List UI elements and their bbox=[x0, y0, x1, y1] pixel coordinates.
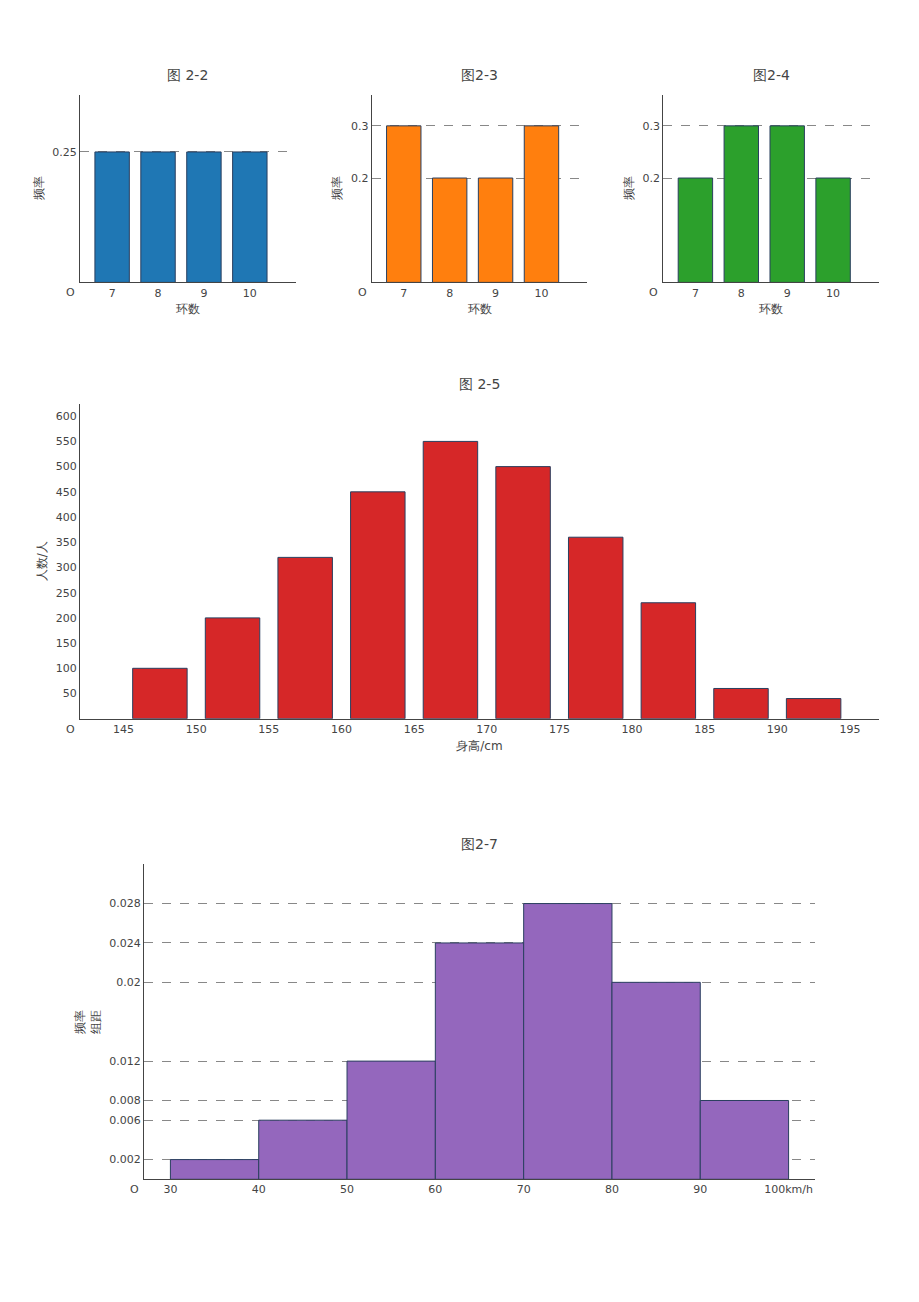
svg-text:10: 10 bbox=[534, 287, 548, 300]
svg-text:300: 300 bbox=[56, 561, 77, 574]
svg-text:O: O bbox=[358, 286, 367, 299]
svg-text:400: 400 bbox=[56, 511, 77, 524]
svg-text:0.028: 0.028 bbox=[109, 897, 141, 910]
svg-text:80: 80 bbox=[605, 1183, 619, 1196]
svg-text:环数: 环数 bbox=[759, 302, 783, 316]
svg-text:70: 70 bbox=[517, 1183, 531, 1196]
svg-text:195: 195 bbox=[839, 723, 860, 736]
svg-text:图2-3: 图2-3 bbox=[461, 67, 498, 83]
svg-text:图 2-5: 图 2-5 bbox=[459, 376, 500, 392]
svg-text:30: 30 bbox=[163, 1183, 177, 1196]
svg-text:165: 165 bbox=[404, 723, 425, 736]
svg-text:7: 7 bbox=[400, 287, 407, 300]
svg-text:0.3: 0.3 bbox=[643, 120, 661, 133]
svg-text:人数/人: 人数/人 bbox=[35, 541, 49, 581]
svg-text:145: 145 bbox=[113, 723, 134, 736]
svg-text:190: 190 bbox=[767, 723, 788, 736]
svg-text:0.02: 0.02 bbox=[116, 976, 141, 989]
svg-text:O: O bbox=[649, 286, 658, 299]
svg-text:0.25: 0.25 bbox=[52, 146, 77, 159]
svg-text:0.3: 0.3 bbox=[351, 120, 369, 133]
svg-text:9: 9 bbox=[784, 287, 791, 300]
svg-text:O: O bbox=[66, 723, 75, 736]
svg-text:图 2-2: 图 2-2 bbox=[167, 67, 208, 83]
svg-text:40: 40 bbox=[252, 1183, 266, 1196]
svg-text:100km/h: 100km/h bbox=[764, 1183, 813, 1196]
svg-text:160: 160 bbox=[331, 723, 352, 736]
svg-text:180: 180 bbox=[622, 723, 643, 736]
svg-text:200: 200 bbox=[56, 612, 77, 625]
svg-text:0.024: 0.024 bbox=[109, 937, 141, 950]
svg-text:图2-7: 图2-7 bbox=[461, 836, 498, 852]
svg-text:图2-4: 图2-4 bbox=[753, 67, 790, 83]
svg-text:155: 155 bbox=[258, 723, 279, 736]
svg-text:90: 90 bbox=[693, 1183, 707, 1196]
svg-text:550: 550 bbox=[56, 435, 77, 448]
svg-text:10: 10 bbox=[243, 287, 257, 300]
svg-text:8: 8 bbox=[738, 287, 745, 300]
svg-text:150: 150 bbox=[186, 723, 207, 736]
svg-text:频率: 频率 bbox=[330, 176, 344, 200]
svg-text:0.006: 0.006 bbox=[109, 1114, 141, 1127]
svg-text:170: 170 bbox=[476, 723, 497, 736]
svg-text:350: 350 bbox=[56, 536, 77, 549]
svg-text:500: 500 bbox=[56, 460, 77, 473]
svg-text:175: 175 bbox=[549, 723, 570, 736]
svg-text:9: 9 bbox=[200, 287, 207, 300]
svg-text:9: 9 bbox=[492, 287, 499, 300]
svg-text:0.2: 0.2 bbox=[643, 172, 661, 185]
svg-text:600: 600 bbox=[56, 410, 77, 423]
svg-text:100: 100 bbox=[56, 662, 77, 675]
svg-text:0.002: 0.002 bbox=[109, 1153, 141, 1166]
svg-text:频率组距: 频率组距 bbox=[73, 1010, 103, 1034]
svg-text:7: 7 bbox=[692, 287, 699, 300]
svg-text:8: 8 bbox=[446, 287, 453, 300]
svg-text:8: 8 bbox=[155, 287, 162, 300]
svg-text:50: 50 bbox=[340, 1183, 354, 1196]
svg-text:0.008: 0.008 bbox=[109, 1094, 141, 1107]
svg-text:O: O bbox=[130, 1183, 139, 1196]
svg-text:60: 60 bbox=[428, 1183, 442, 1196]
svg-text:450: 450 bbox=[56, 486, 77, 499]
svg-text:50: 50 bbox=[63, 687, 77, 700]
svg-text:150: 150 bbox=[56, 637, 77, 650]
svg-text:0.2: 0.2 bbox=[351, 172, 369, 185]
svg-text:环数: 环数 bbox=[468, 302, 492, 316]
svg-text:185: 185 bbox=[694, 723, 715, 736]
svg-text:频率: 频率 bbox=[622, 176, 636, 200]
svg-text:身高/cm: 身高/cm bbox=[456, 739, 502, 753]
svg-text:O: O bbox=[66, 286, 75, 299]
svg-text:环数: 环数 bbox=[176, 302, 200, 316]
svg-text:10: 10 bbox=[826, 287, 840, 300]
svg-text:频率: 频率 bbox=[32, 176, 46, 200]
svg-text:250: 250 bbox=[56, 587, 77, 600]
svg-text:7: 7 bbox=[109, 287, 116, 300]
svg-text:0.012: 0.012 bbox=[109, 1055, 141, 1068]
